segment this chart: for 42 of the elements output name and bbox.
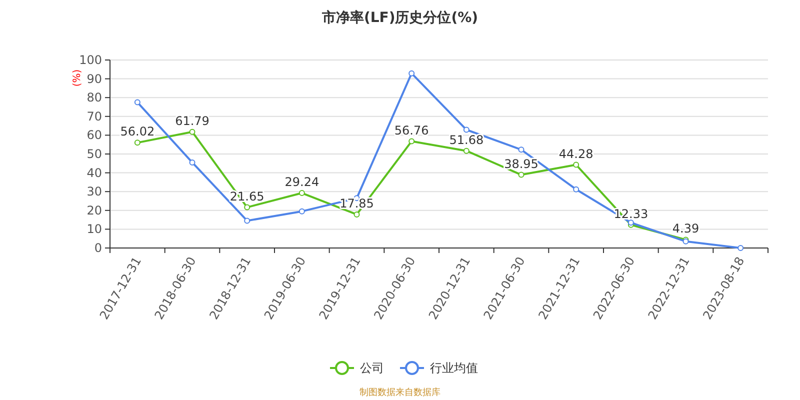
point (244, 204, 250, 210)
point (298, 208, 305, 214)
data-label: 29.24 (284, 175, 320, 190)
point (518, 172, 524, 178)
point (573, 186, 580, 192)
data-label: 61.79 (175, 114, 210, 128)
chart-title: 市净率(LF)历史分位(%) (320, 9, 478, 26)
y-axis-title: (%) (72, 69, 83, 87)
data-label: 38.95 (504, 156, 538, 171)
y-tick-label: 30 (86, 184, 102, 199)
y-tick-label: 60 (86, 128, 102, 142)
point (573, 162, 580, 168)
y-tick-label: 50 (86, 147, 102, 161)
point (463, 126, 470, 133)
y-tick-label: 20 (86, 203, 102, 218)
y-tick-label: 10 (86, 222, 102, 236)
data-label: 44.28 (558, 146, 594, 161)
point (189, 128, 196, 135)
y-tick-label: 0 (94, 241, 102, 255)
y-tick-label: 70 (86, 109, 102, 124)
y-tick-label: 100 (79, 53, 102, 67)
point (738, 245, 744, 251)
text: 制图数据来自数据库 (360, 387, 440, 398)
point (518, 146, 524, 153)
y-tick-label: 80 (86, 90, 102, 105)
y-tick-label: 40 (86, 166, 102, 180)
y-tick-label: 90 (86, 72, 102, 86)
point (298, 190, 305, 196)
data-label: 56.76 (394, 123, 429, 138)
point (354, 211, 360, 218)
point (408, 70, 415, 76)
point (244, 218, 250, 224)
point (463, 148, 470, 154)
point (189, 159, 196, 166)
data-label: 4.39 (672, 222, 700, 236)
data-label: 51.68 (449, 132, 484, 147)
point (408, 138, 415, 144)
legend-label: 行业均值 (430, 361, 478, 375)
point (134, 140, 140, 146)
legend-label: 公司 (360, 361, 384, 375)
data-label: 56.02 (120, 124, 155, 139)
point (134, 99, 140, 106)
